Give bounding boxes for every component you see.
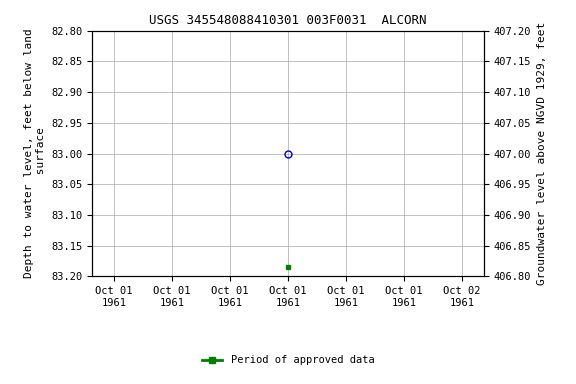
Y-axis label: Depth to water level, feet below land
 surface: Depth to water level, feet below land su… — [24, 29, 46, 278]
Y-axis label: Groundwater level above NGVD 1929, feet: Groundwater level above NGVD 1929, feet — [537, 22, 547, 285]
Legend: Period of approved data: Period of approved data — [198, 351, 378, 369]
Title: USGS 345548088410301 003F0031  ALCORN: USGS 345548088410301 003F0031 ALCORN — [149, 14, 427, 27]
